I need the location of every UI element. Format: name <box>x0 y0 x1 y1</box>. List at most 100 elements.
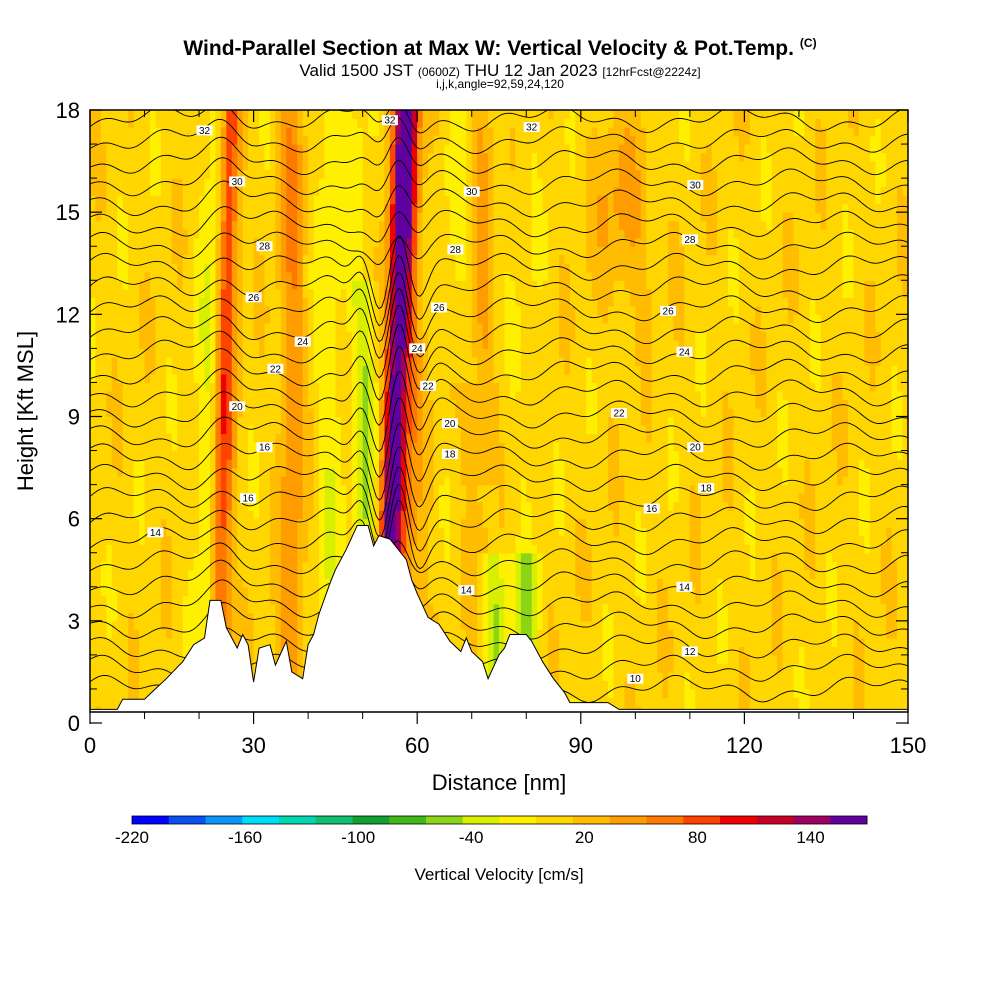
velocity-cell <box>199 561 206 571</box>
velocity-cell <box>351 322 358 332</box>
velocity-cell <box>253 280 260 290</box>
velocity-cell <box>253 314 260 324</box>
velocity-cell <box>449 476 456 486</box>
velocity-cell <box>428 186 435 196</box>
velocity-cell <box>166 305 173 315</box>
velocity-cell <box>182 425 189 435</box>
velocity-cell <box>264 407 271 418</box>
velocity-cell <box>335 203 342 213</box>
velocity-cell <box>231 280 238 290</box>
velocity-cell <box>100 169 107 179</box>
velocity-cell <box>319 459 326 469</box>
velocity-cell <box>209 186 217 196</box>
velocity-cell <box>373 484 380 494</box>
velocity-cell <box>259 416 266 426</box>
velocity-cell <box>160 135 167 145</box>
velocity-cell <box>313 280 320 290</box>
velocity-cell <box>248 416 255 426</box>
velocity-cell <box>384 493 391 503</box>
velocity-cell <box>149 425 157 435</box>
velocity-cell <box>95 127 102 137</box>
velocity-cell <box>265 714 271 723</box>
velocity-cell <box>411 356 418 367</box>
velocity-cell <box>302 399 309 409</box>
velocity-cell <box>242 501 249 511</box>
velocity-cell <box>302 416 309 426</box>
velocity-cell <box>182 586 189 596</box>
velocity-cell <box>433 612 440 622</box>
velocity-cell <box>308 195 315 205</box>
velocity-cell <box>100 390 107 401</box>
velocity-cell <box>160 254 167 264</box>
velocity-cell <box>166 348 173 358</box>
velocity-cell <box>177 595 184 605</box>
velocity-cell <box>422 535 429 545</box>
velocity-cell <box>155 578 162 588</box>
velocity-cell <box>319 595 326 605</box>
velocity-cell <box>444 135 451 145</box>
velocity-cell <box>248 356 255 367</box>
velocity-cell <box>379 297 386 307</box>
velocity-cell <box>330 714 336 723</box>
velocity-cell <box>259 390 266 401</box>
velocity-cell <box>177 450 184 460</box>
velocity-cell <box>324 220 331 230</box>
velocity-cell <box>275 203 282 213</box>
velocity-cell <box>340 382 347 392</box>
velocity-cell <box>111 186 118 196</box>
velocity-cell <box>248 246 255 256</box>
velocity-cell <box>253 603 260 613</box>
velocity-cell <box>308 595 315 605</box>
velocity-cell <box>406 535 413 545</box>
velocity-cell <box>433 322 440 332</box>
velocity-cell <box>128 220 135 230</box>
velocity-cell <box>177 135 184 145</box>
velocity-cell <box>308 254 315 264</box>
velocity-cell <box>259 407 266 418</box>
velocity-cell <box>302 459 309 469</box>
velocity-cell <box>259 331 266 341</box>
velocity-cell <box>90 186 97 196</box>
velocity-cell <box>302 382 309 392</box>
velocity-cell <box>269 305 277 315</box>
velocity-cell <box>144 586 151 596</box>
velocity-cell <box>166 578 173 588</box>
velocity-cell <box>133 135 140 145</box>
velocity-cell <box>231 518 238 528</box>
velocity-cell <box>411 297 418 307</box>
velocity-cell <box>215 144 222 154</box>
velocity-cell <box>460 467 467 477</box>
velocity-cell <box>100 442 107 452</box>
velocity-cell <box>346 212 353 222</box>
velocity-cell <box>455 169 462 179</box>
velocity-cell <box>319 271 326 281</box>
velocity-cell <box>302 586 309 596</box>
velocity-cell <box>155 501 162 511</box>
velocity-cell <box>286 348 293 358</box>
velocity-cell <box>308 135 315 145</box>
velocity-cell <box>411 314 418 324</box>
velocity-cell <box>139 637 146 647</box>
velocity-cell <box>466 612 473 622</box>
velocity-cell <box>335 254 342 264</box>
velocity-cell <box>90 476 97 486</box>
velocity-cell <box>95 484 102 494</box>
velocity-cell <box>449 110 456 120</box>
velocity-cell <box>460 527 467 537</box>
velocity-cell <box>226 297 233 307</box>
velocity-cell <box>384 305 391 315</box>
velocity-cell <box>449 203 456 213</box>
velocity-cell <box>428 263 435 273</box>
velocity-cell <box>275 220 282 230</box>
velocity-cell <box>368 339 375 349</box>
velocity-cell <box>205 714 211 723</box>
velocity-cell <box>182 416 189 426</box>
velocity-cell <box>171 501 178 511</box>
velocity-cell <box>111 493 118 503</box>
velocity-cell <box>155 569 162 579</box>
velocity-cell <box>95 527 102 537</box>
velocity-cell <box>335 246 342 256</box>
velocity-cell <box>144 195 151 205</box>
velocity-cell <box>248 212 255 222</box>
velocity-cell <box>324 280 331 290</box>
